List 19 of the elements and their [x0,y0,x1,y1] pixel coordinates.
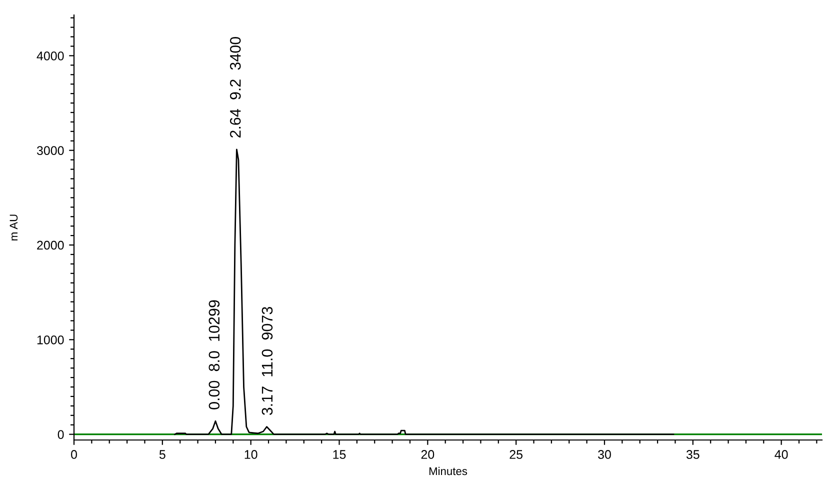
x-tick-label: 0 [71,450,77,459]
x-tick-label: 5 [159,450,166,459]
y-tick-label: 1000 [37,335,64,344]
x-tick-label: 35 [686,450,700,459]
annotation: 3.17 11.0 9073 [262,307,273,416]
x-axis-title: Minutes [429,466,468,476]
x-tick-label: 10 [244,450,258,459]
annotation: 2.64 9.2 3400 [230,36,241,138]
annotation: 0.00 8.0 10299 [208,300,220,410]
x-tick-label: 40 [774,450,788,459]
y-axis-title: m AU [10,214,18,240]
y-tick-label: 4000 [36,52,64,60]
y-tick-label: 3000 [36,146,64,156]
x-tick-label: 15 [333,450,346,459]
y-tick-label: 0 [58,430,64,439]
y-tick-label: 2000 [37,240,64,250]
x-tick-label: 30 [598,450,611,459]
x-tick-label: 25 [510,450,523,459]
x-tick-label: 20 [421,450,434,459]
